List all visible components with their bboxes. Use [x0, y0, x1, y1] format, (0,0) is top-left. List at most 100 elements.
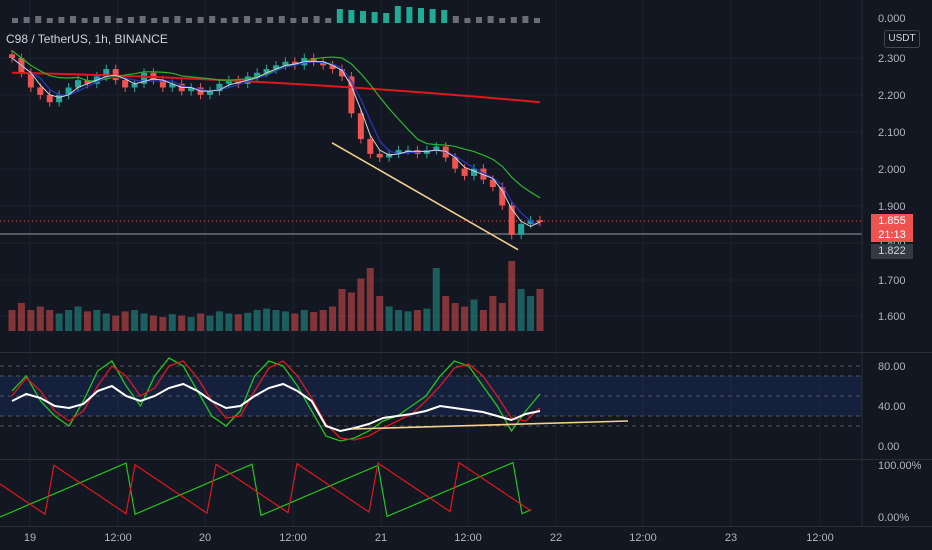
volume-bar	[347, 292, 355, 331]
time-tick-label: 12:00	[104, 532, 132, 544]
histogram-axis-label: 0.000	[878, 13, 906, 25]
volume-bar	[197, 313, 205, 331]
candle-body	[480, 168, 487, 180]
volume-bar	[536, 289, 544, 331]
histogram-bar	[186, 18, 192, 23]
candle-body	[37, 87, 44, 95]
candle-body	[75, 80, 81, 88]
volume-bar	[206, 315, 214, 331]
volume-bar	[55, 313, 63, 331]
candle-body	[433, 146, 440, 151]
stoch-rsi-pane	[0, 357, 862, 442]
candle-body	[367, 139, 374, 154]
candle-body	[141, 72, 147, 84]
symbol-title[interactable]: C98 / TetherUS, 1h, BINANCE	[6, 32, 168, 46]
crosshair-price-tag: 1.822	[871, 244, 913, 259]
candle-body	[273, 65, 279, 70]
volume-bar	[272, 310, 280, 331]
volume-bar	[423, 308, 431, 331]
top-histogram	[12, 6, 540, 23]
pane-separator[interactable]	[0, 459, 932, 460]
currency-button[interactable]: USDT	[884, 30, 920, 48]
histogram-bar	[360, 11, 366, 23]
histogram-bar	[46, 18, 53, 23]
histogram-bar	[464, 18, 471, 23]
volume-bar	[376, 296, 384, 331]
candle-body	[169, 83, 176, 88]
candle-body	[423, 150, 430, 154]
stoch-tick-label: 80.00	[878, 361, 906, 373]
aroon-up-line	[0, 461, 532, 518]
histogram-bar	[499, 18, 506, 23]
volume-bar	[489, 296, 497, 331]
time-axis[interactable]: 19 12:00 20 12:00 21 12:00 22 12:00 23 12:00	[24, 532, 834, 544]
volume-bar	[27, 310, 35, 331]
time-tick-label: 19	[24, 532, 36, 544]
volume-bar	[46, 310, 54, 331]
volume-bar	[479, 310, 487, 331]
histogram-bar	[70, 16, 76, 23]
histogram-bar	[313, 16, 320, 23]
price-tick-label: 1.900	[878, 201, 906, 213]
volume-bar	[385, 306, 393, 331]
histogram-bar	[93, 17, 100, 23]
candle-body	[348, 76, 355, 114]
candle-body	[452, 157, 459, 169]
candlesticks	[9, 49, 543, 240]
volume-bar	[244, 312, 252, 331]
histogram-bar	[406, 7, 413, 23]
volume-bar	[187, 317, 195, 331]
histogram-bar	[290, 18, 297, 23]
volume-bar	[178, 315, 186, 331]
price-tick-label: 1.600	[878, 311, 906, 323]
candle-body	[471, 168, 477, 176]
histogram-bar	[534, 18, 540, 23]
candle-body	[216, 83, 223, 92]
volume-bar	[234, 314, 242, 331]
stoch-trendline	[351, 420, 629, 430]
histogram-bar	[35, 16, 42, 23]
histogram-bar	[383, 13, 390, 23]
candle-body	[56, 94, 63, 103]
aroon-tick-label: 100.00%	[878, 460, 922, 472]
volume-bar	[319, 310, 327, 331]
volume-bar	[102, 313, 110, 331]
volume-bar	[508, 261, 516, 331]
candle-body	[122, 80, 129, 88]
ma-white-line	[11, 57, 541, 227]
volume-bar	[338, 289, 346, 331]
histogram-bar	[23, 17, 30, 23]
candle-body	[282, 61, 289, 66]
candle-body	[508, 205, 515, 235]
time-tick-label: 23	[725, 532, 737, 544]
candle-body	[489, 179, 496, 187]
price-tick-label: 1.700	[878, 275, 906, 287]
histogram-bar	[244, 16, 250, 23]
candle-body	[320, 61, 327, 66]
price-tick-label: 2.100	[878, 127, 906, 139]
candle-body	[9, 54, 15, 58]
volume-bar	[498, 303, 506, 331]
moving-averages	[11, 50, 541, 227]
volume-bar	[451, 303, 459, 331]
volume-bar	[310, 312, 318, 331]
histogram-bar	[336, 9, 343, 23]
histogram-bar	[487, 16, 494, 23]
stoch-tick-label: 0.00	[878, 441, 899, 453]
histogram-bar	[476, 17, 482, 23]
volume-bar	[121, 311, 129, 331]
candle-body	[103, 69, 110, 77]
histogram-bar	[58, 17, 65, 23]
candle-body	[310, 58, 317, 62]
volume-bar	[263, 308, 271, 331]
aroon-tick-label: 0.00%	[878, 512, 909, 524]
pane-separator[interactable]	[0, 352, 932, 353]
candle-body	[225, 80, 232, 84]
price-axis[interactable]: 2.3002.2002.1002.0001.9001.8001.7001.600…	[861, 0, 932, 526]
volume-bar	[225, 313, 233, 331]
candle-body	[537, 220, 543, 223]
volume-bar	[168, 314, 176, 331]
candle-body	[84, 80, 91, 84]
stoch-tick-label: 40.00	[878, 401, 906, 413]
